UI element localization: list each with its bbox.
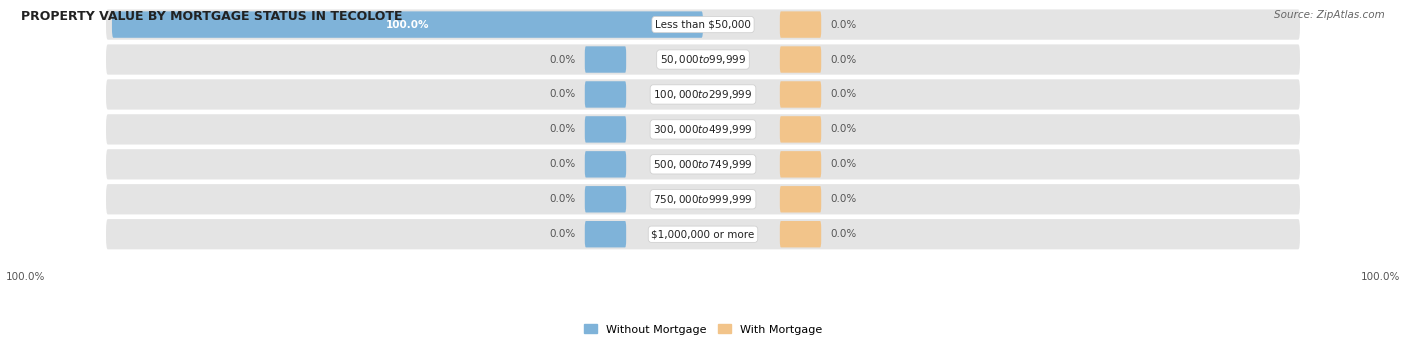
FancyBboxPatch shape <box>585 46 626 73</box>
Text: 0.0%: 0.0% <box>550 194 576 204</box>
FancyBboxPatch shape <box>105 114 1301 145</box>
FancyBboxPatch shape <box>105 149 1301 179</box>
Text: 0.0%: 0.0% <box>550 124 576 134</box>
FancyBboxPatch shape <box>780 186 821 212</box>
FancyBboxPatch shape <box>112 11 703 38</box>
Text: $500,000 to $749,999: $500,000 to $749,999 <box>654 158 752 171</box>
FancyBboxPatch shape <box>585 81 626 108</box>
Text: $300,000 to $499,999: $300,000 to $499,999 <box>654 123 752 136</box>
FancyBboxPatch shape <box>585 151 626 178</box>
FancyBboxPatch shape <box>780 221 821 248</box>
Text: Source: ZipAtlas.com: Source: ZipAtlas.com <box>1274 10 1385 20</box>
Text: $1,000,000 or more: $1,000,000 or more <box>651 229 755 239</box>
FancyBboxPatch shape <box>780 46 821 73</box>
Text: 0.0%: 0.0% <box>550 229 576 239</box>
FancyBboxPatch shape <box>585 221 626 248</box>
FancyBboxPatch shape <box>780 116 821 143</box>
FancyBboxPatch shape <box>780 81 821 108</box>
FancyBboxPatch shape <box>105 79 1301 109</box>
Text: 100.0%: 100.0% <box>385 19 429 30</box>
Text: 0.0%: 0.0% <box>550 159 576 169</box>
Text: $750,000 to $999,999: $750,000 to $999,999 <box>654 193 752 206</box>
Text: 0.0%: 0.0% <box>830 194 856 204</box>
FancyBboxPatch shape <box>780 11 821 38</box>
FancyBboxPatch shape <box>585 186 626 212</box>
FancyBboxPatch shape <box>105 10 1301 40</box>
Legend: Without Mortgage, With Mortgage: Without Mortgage, With Mortgage <box>579 320 827 339</box>
FancyBboxPatch shape <box>105 219 1301 249</box>
Text: 0.0%: 0.0% <box>830 89 856 100</box>
Text: 0.0%: 0.0% <box>830 55 856 64</box>
Text: 0.0%: 0.0% <box>830 159 856 169</box>
Text: 0.0%: 0.0% <box>830 124 856 134</box>
Text: PROPERTY VALUE BY MORTGAGE STATUS IN TECOLOTE: PROPERTY VALUE BY MORTGAGE STATUS IN TEC… <box>21 10 402 23</box>
Text: 0.0%: 0.0% <box>830 19 856 30</box>
Text: Less than $50,000: Less than $50,000 <box>655 19 751 30</box>
Text: $50,000 to $99,999: $50,000 to $99,999 <box>659 53 747 66</box>
Text: 100.0%: 100.0% <box>1361 271 1400 282</box>
FancyBboxPatch shape <box>105 184 1301 214</box>
FancyBboxPatch shape <box>105 44 1301 75</box>
Text: 0.0%: 0.0% <box>550 89 576 100</box>
Text: 100.0%: 100.0% <box>6 271 45 282</box>
FancyBboxPatch shape <box>780 151 821 178</box>
Text: 0.0%: 0.0% <box>550 55 576 64</box>
Text: $100,000 to $299,999: $100,000 to $299,999 <box>654 88 752 101</box>
Text: 0.0%: 0.0% <box>830 229 856 239</box>
FancyBboxPatch shape <box>585 116 626 143</box>
